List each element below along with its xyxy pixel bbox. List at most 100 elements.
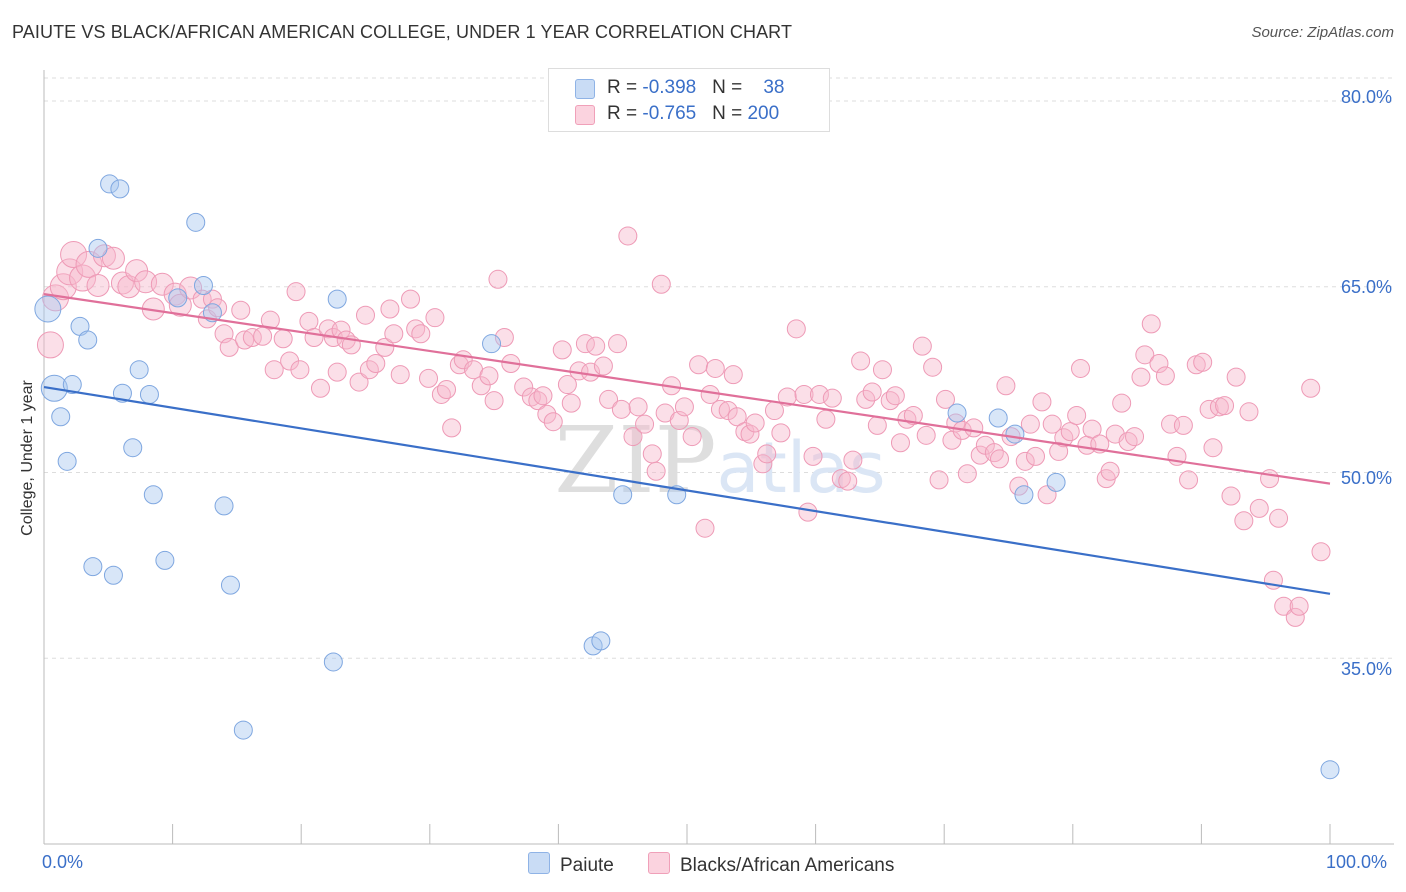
point-black xyxy=(798,502,818,522)
point-black xyxy=(327,362,347,382)
point-paiute xyxy=(327,289,347,309)
point-black xyxy=(479,366,499,386)
point-black xyxy=(651,274,671,294)
point-black xyxy=(1112,393,1132,413)
point-black xyxy=(1269,508,1289,528)
point-paiute xyxy=(1014,485,1034,505)
point-paiute xyxy=(83,557,103,577)
point-black xyxy=(253,326,273,346)
point-black xyxy=(1125,427,1145,447)
point-black xyxy=(929,470,949,490)
point-paiute xyxy=(34,295,62,323)
point-black xyxy=(514,377,534,397)
point-paiute xyxy=(323,652,343,672)
point-black xyxy=(740,424,760,444)
point-black xyxy=(989,449,1009,469)
point-black xyxy=(851,351,871,371)
point-black xyxy=(299,311,319,331)
point-black xyxy=(1026,446,1046,466)
point-black xyxy=(885,386,905,406)
legend-r-label: R = xyxy=(607,103,643,124)
point-black xyxy=(777,387,797,407)
legend-n-label: N = xyxy=(712,77,748,98)
point-black xyxy=(235,330,255,350)
legend-r-label: R = xyxy=(607,77,643,98)
point-black xyxy=(366,354,386,374)
point-black xyxy=(1203,438,1223,458)
point-black xyxy=(1260,469,1280,489)
point-black xyxy=(380,299,400,319)
legend-n-value: 200 xyxy=(747,103,780,124)
point-paiute xyxy=(143,485,163,505)
point-black xyxy=(923,357,943,377)
point-black xyxy=(628,397,648,417)
point-paiute xyxy=(186,212,206,232)
legend-row-black: R = -0.765 N = 200 xyxy=(549,101,829,127)
point-black xyxy=(1020,414,1040,434)
point-black xyxy=(1285,607,1305,627)
point-black xyxy=(1135,345,1155,365)
point-paiute xyxy=(1320,760,1340,780)
point-black xyxy=(682,427,702,447)
trend-line-paiute xyxy=(43,385,1331,595)
point-black xyxy=(543,412,563,432)
point-black xyxy=(903,406,923,426)
point-black xyxy=(411,324,431,344)
point-black xyxy=(101,246,125,270)
point-black xyxy=(727,407,747,427)
point-black xyxy=(674,397,694,417)
point-black xyxy=(36,331,64,359)
point-black xyxy=(1221,486,1241,506)
point-paiute xyxy=(214,496,234,516)
point-black xyxy=(843,450,863,470)
point-black xyxy=(757,444,777,464)
point-paiute xyxy=(233,720,253,740)
point-black xyxy=(134,270,158,294)
point-black xyxy=(1301,378,1321,398)
point-black xyxy=(705,358,725,378)
series-label-black: Blacks/African Americans xyxy=(680,855,895,876)
point-black xyxy=(764,401,784,421)
point-black xyxy=(689,355,709,375)
series-swatch-black xyxy=(648,852,670,874)
point-paiute xyxy=(168,288,188,308)
point-black xyxy=(611,399,631,419)
point-black xyxy=(442,418,462,438)
series-legend-black: Blacks/African Americans xyxy=(648,852,894,877)
watermark: ZIPatlas xyxy=(554,407,885,514)
point-black xyxy=(642,444,662,464)
point-black xyxy=(1118,432,1138,452)
point-paiute xyxy=(947,403,967,423)
point-black xyxy=(260,310,280,330)
legend-swatch-black xyxy=(575,105,595,125)
legend-text-paiute: R = -0.398 N = 38 xyxy=(607,77,784,99)
point-black xyxy=(60,241,88,269)
point-paiute xyxy=(100,174,120,194)
point-black xyxy=(635,414,655,434)
point-paiute xyxy=(51,407,71,427)
point-black xyxy=(533,386,553,406)
point-black xyxy=(816,409,836,429)
point-black xyxy=(86,273,110,297)
point-black xyxy=(838,471,858,491)
point-black xyxy=(1141,314,1161,334)
y-tick-65: 65.0% xyxy=(1340,277,1392,297)
point-black xyxy=(745,413,765,433)
point-black xyxy=(935,389,955,409)
point-black xyxy=(1067,406,1087,426)
point-black xyxy=(970,445,990,465)
point-black xyxy=(1042,414,1062,434)
point-black xyxy=(69,264,97,292)
point-black xyxy=(1239,402,1259,422)
point-paiute xyxy=(591,631,611,651)
legend-swatch-paiute xyxy=(575,79,595,99)
point-black xyxy=(401,289,421,309)
point-paiute xyxy=(613,485,633,505)
point-paiute xyxy=(57,451,77,471)
point-black xyxy=(471,376,491,396)
legend-row-paiute: R = -0.398 N = 38 xyxy=(549,75,829,101)
point-black xyxy=(561,393,581,413)
point-black xyxy=(695,518,715,538)
point-black xyxy=(488,269,508,289)
